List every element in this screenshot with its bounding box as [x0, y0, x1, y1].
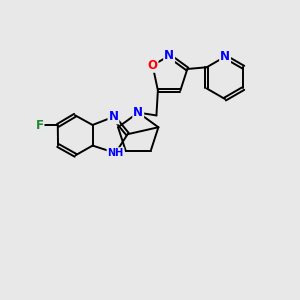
Text: N: N [164, 49, 174, 62]
Text: O: O [148, 59, 158, 72]
Text: NH: NH [107, 148, 124, 158]
Text: N: N [133, 106, 143, 119]
Text: N: N [220, 50, 230, 63]
Text: N: N [109, 110, 118, 123]
Text: F: F [35, 119, 44, 132]
